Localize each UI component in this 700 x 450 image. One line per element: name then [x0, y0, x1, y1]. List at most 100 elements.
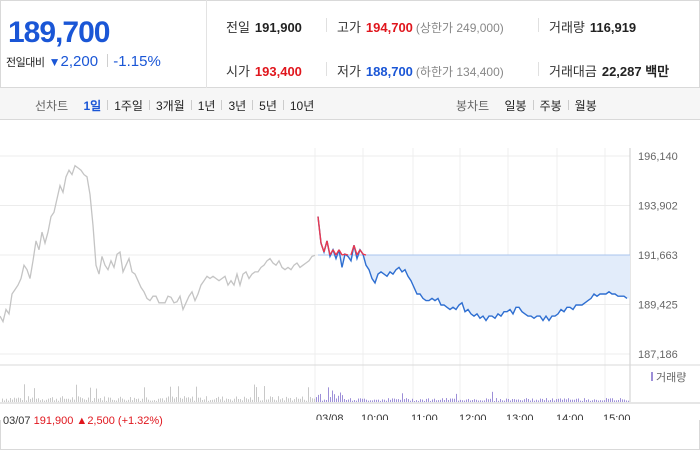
volume-bar: [98, 398, 99, 402]
prev-day-close: 191,900: [33, 415, 74, 427]
volume-bar: [500, 399, 501, 402]
volume-bar: [422, 399, 423, 402]
period-option-2[interactable]: 3개월: [155, 99, 185, 113]
volume-bar: [482, 400, 483, 402]
volume-bar: [424, 400, 425, 402]
volume-bar: [232, 400, 233, 402]
volume-bar: [496, 398, 497, 402]
period-option-1[interactable]: 1주일: [114, 99, 143, 113]
change-amount: 2,200: [60, 53, 99, 70]
volume-bar: [302, 396, 303, 402]
volume-bar: [322, 400, 323, 402]
y-tick-label: 187,186: [638, 349, 678, 361]
above-segment: [356, 249, 361, 256]
volume-bar: [140, 400, 141, 402]
y-tick-label: 196,140: [638, 151, 678, 163]
volume-bar: [380, 400, 381, 402]
y-tick-label: 191,663: [638, 250, 678, 262]
candle-option-1[interactable]: 주봉: [539, 99, 562, 113]
volume-bar: [288, 398, 289, 402]
volume-bar: [390, 399, 391, 402]
volume-bar: [530, 400, 531, 402]
volume-bar: [492, 391, 493, 402]
volume-bar: [282, 398, 283, 402]
volume-bar: [284, 400, 285, 402]
volume-bars: [2, 384, 629, 402]
divider: [532, 100, 534, 110]
volume-bar: [156, 400, 157, 402]
volume-bar: [258, 396, 259, 402]
volume-bar: [464, 400, 465, 402]
volume-bar: [142, 398, 143, 402]
volume-bar: [252, 399, 253, 402]
volume-bar: [246, 398, 247, 402]
volume-bar: [596, 399, 597, 402]
volume-bar: [412, 398, 413, 402]
volume-bar: [128, 399, 129, 402]
volume-bar: [430, 400, 431, 402]
volume-bar: [446, 398, 447, 402]
volume-bar: [14, 397, 15, 402]
volume-bar: [76, 384, 77, 402]
volume-bar: [438, 400, 439, 402]
volume-bar: [418, 400, 419, 402]
volume-bar: [88, 397, 89, 402]
trade-value-label: 거래대금: [549, 64, 597, 79]
x-tick-label: 03/08: [316, 413, 344, 420]
trade-value-cell: 거래대금 22,287 백만: [549, 61, 669, 80]
volume-bar: [398, 399, 399, 402]
line-chart-title: 선차트: [35, 99, 69, 113]
volume-bar: [254, 384, 255, 402]
volume-bar: [600, 400, 601, 402]
volume-bar: [460, 399, 461, 402]
volume-bar: [194, 400, 195, 402]
low-value: 188,700: [365, 64, 413, 79]
volume-bar: [524, 399, 525, 402]
period-option-5[interactable]: 5년: [259, 99, 277, 113]
volume-bar: [310, 396, 311, 402]
volume-bar: [350, 398, 351, 402]
volume-bar: [486, 398, 487, 402]
period-toolbar: 선차트 1일 1주일 3개월 1년 3년 5년 10년 봉차트 일봉 주봉 월봉: [0, 88, 700, 120]
volume-bar: [428, 398, 429, 402]
above-segment: [341, 253, 346, 256]
volume-bar: [2, 398, 3, 402]
change-label: 전일대비: [6, 57, 45, 69]
volume-bar: [4, 400, 5, 402]
volume-bar: [404, 399, 405, 402]
divider: [538, 18, 539, 32]
volume-bar: [548, 400, 549, 402]
divider: [221, 100, 223, 110]
volume-bar: [74, 399, 75, 402]
volume-bar: [508, 398, 509, 402]
volume-bar: [18, 397, 19, 402]
volume-bar: [296, 397, 297, 402]
volume-bar: [454, 398, 455, 402]
volume-bar: [336, 398, 337, 402]
volume-bar: [534, 400, 535, 402]
volume-bar: [366, 399, 367, 402]
volume-bar: [364, 398, 365, 402]
low-cell: 저가 188,700 (하한가 134,400): [337, 61, 504, 80]
volume-bar: [334, 394, 335, 402]
period-option-4[interactable]: 3년: [228, 99, 247, 113]
volume-bar: [208, 400, 209, 402]
volume-bar: [46, 399, 47, 402]
volume-bar: [388, 398, 389, 402]
volume-bar: [346, 400, 347, 402]
period-option-6[interactable]: 10년: [289, 99, 315, 113]
x-tick-label: 12:00: [459, 413, 487, 420]
volume-bar: [352, 400, 353, 402]
volume-cell: 거래량 116,919: [549, 17, 636, 36]
above-segment: [362, 253, 367, 256]
period-option-3[interactable]: 1년: [197, 99, 216, 113]
period-option-0[interactable]: 1일: [83, 99, 102, 113]
volume-bar: [504, 400, 505, 402]
volume-bar: [136, 398, 137, 402]
volume-bar: [304, 399, 305, 402]
x-tick-label: 11:00: [411, 413, 438, 420]
candle-option-2[interactable]: 월봉: [574, 99, 597, 113]
volume-bar: [448, 399, 449, 402]
divider: [326, 18, 327, 32]
candle-option-0[interactable]: 일봉: [504, 99, 527, 113]
